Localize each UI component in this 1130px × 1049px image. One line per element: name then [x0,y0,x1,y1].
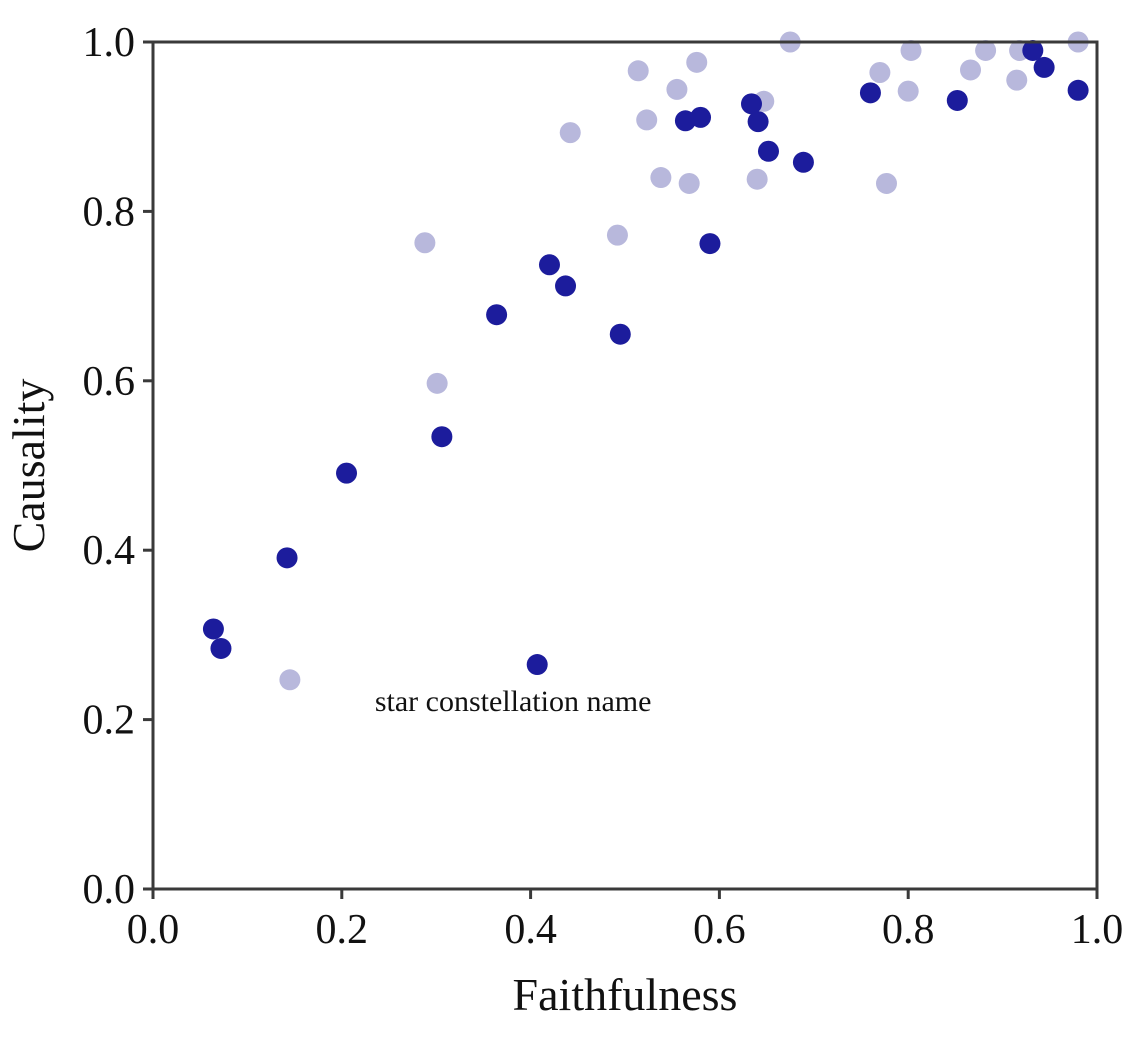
y-tick-label: 0.4 [83,528,136,574]
data-point [650,167,672,189]
data-point [276,547,298,569]
y-tick-label: 0.2 [83,698,136,744]
x-tick-label: 0.8 [882,907,935,953]
data-point [426,372,448,394]
data-point [674,110,696,132]
data-point [636,109,658,131]
data-point [960,59,982,81]
annotations: star constellation name [375,685,652,718]
y-tick-label: 1.0 [83,20,136,66]
data-point [946,89,968,111]
data-points [202,31,1089,691]
data-point [1067,79,1089,101]
data-point [875,172,897,194]
data-point [279,669,301,691]
x-tick-label: 0.6 [693,907,746,953]
data-point [538,254,560,276]
data-point [559,122,581,144]
axis-tick-labels: 0.0 0.2 0.4 0.6 0.8 1.0 0.0 0.2 0.4 0.6 0.8 1.0 [83,20,1124,953]
y-tick-label: 0.6 [83,359,136,405]
x-tick-label: 0.0 [127,907,180,953]
data-point [666,78,688,100]
data-point [1022,39,1044,61]
data-point [609,323,631,345]
axis-ticks [143,40,1099,899]
data-point [757,140,779,162]
data-point [740,93,762,115]
data-point [431,426,453,448]
y-tick-label: 0.8 [83,189,136,235]
data-point [526,654,548,676]
data-point [606,224,628,246]
data-point [897,80,919,102]
data-point [746,168,768,190]
data-point [1033,56,1055,78]
data-point [202,618,224,640]
data-point [900,39,922,61]
data-point [975,39,997,61]
x-axis-label: Faithfulness [513,969,738,1020]
data-point [555,275,577,297]
data-point [1006,69,1028,91]
y-axis-label: Causality [3,379,54,553]
data-point [414,232,436,254]
data-point [486,304,508,326]
data-point [747,111,769,133]
data-point [792,151,814,173]
data-point [869,61,891,83]
x-tick-label: 1.0 [1071,907,1124,953]
data-point [678,172,700,194]
x-tick-label: 0.4 [504,907,557,953]
plot-area-frame [151,40,1099,891]
x-tick-label: 0.2 [316,907,369,953]
data-point [336,462,358,484]
data-point [210,637,232,659]
data-point [686,51,708,73]
data-point [699,233,721,255]
annotation-text: star constellation name [375,685,652,718]
data-point [859,82,881,104]
data-point [627,60,649,82]
y-tick-label: 0.0 [83,867,136,913]
